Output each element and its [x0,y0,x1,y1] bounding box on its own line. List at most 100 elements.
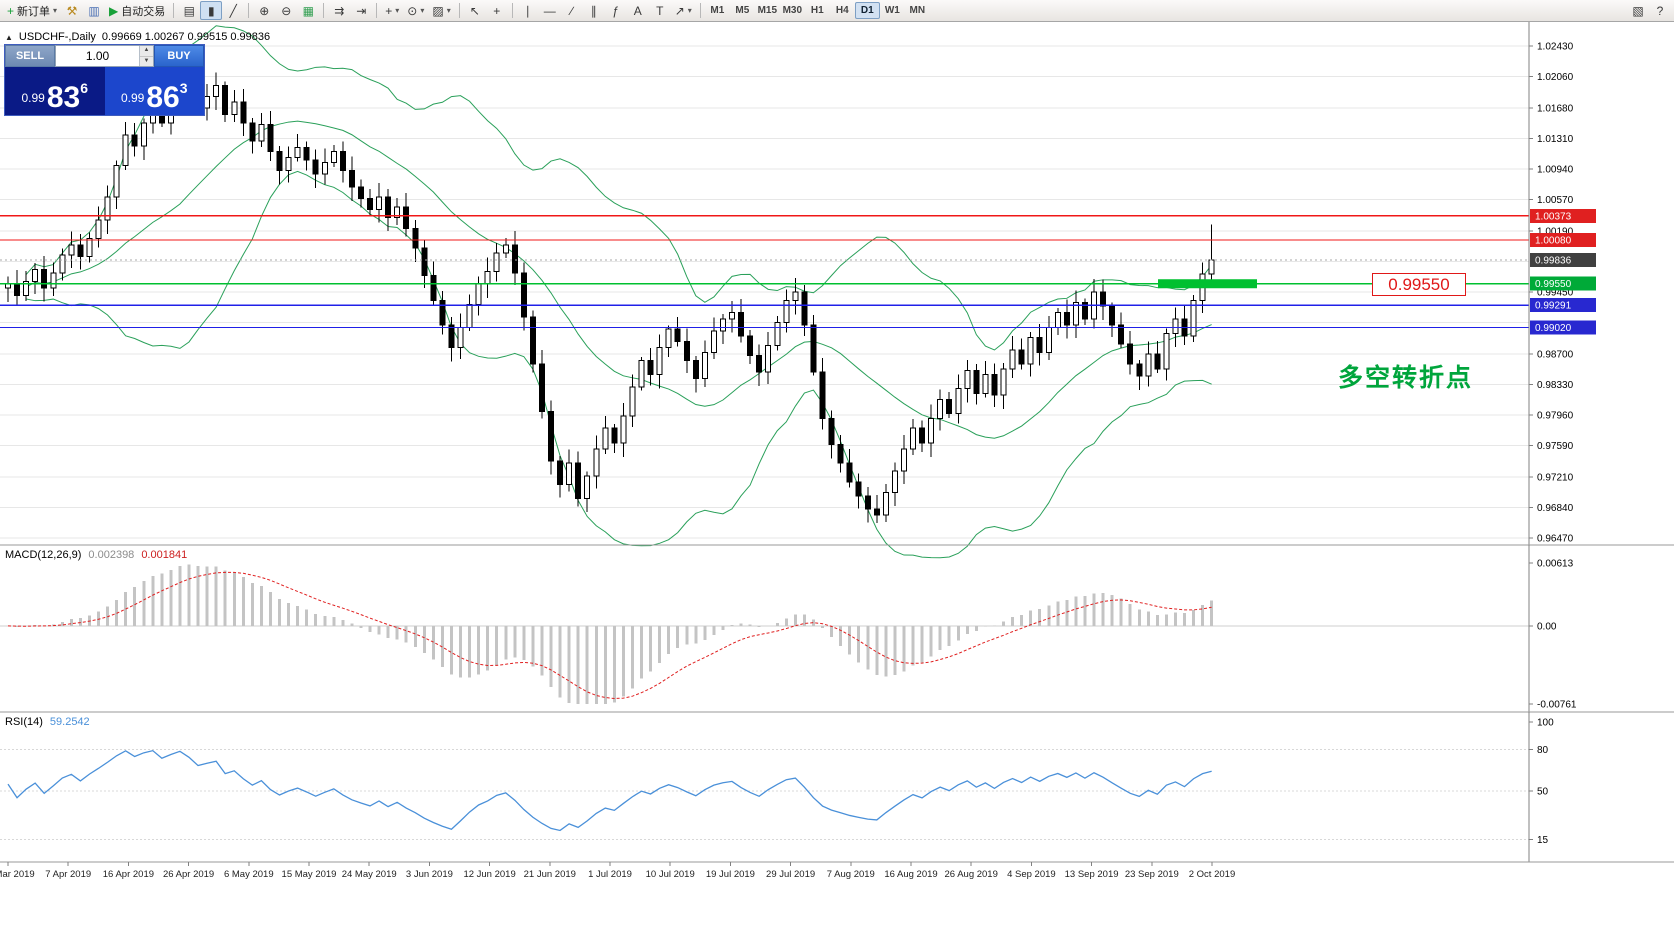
timeframe-W1[interactable]: W1 [884,5,900,16]
chart-profile-button[interactable]: ▧ [1627,1,1649,20]
svg-text:1.00373: 1.00373 [1535,211,1572,222]
svg-text:0.97590: 0.97590 [1537,441,1574,452]
new-order-icon: + [7,3,15,18]
toolbar-separator [699,3,701,18]
svg-text:0.99550: 0.99550 [1535,279,1572,290]
label-icon: T [656,3,664,18]
toolbar-separator [376,3,378,18]
line-chart-button[interactable]: ╱ [222,1,244,20]
bb-lower [26,170,1212,559]
bb-middle [25,120,1212,439]
svg-text:7 Aug 2019: 7 Aug 2019 [827,869,875,880]
timeframe-M15[interactable]: M15 [757,5,778,16]
trendline-button[interactable]: ∕ [561,1,583,20]
auto-scroll-button[interactable]: ⇉ [328,1,350,20]
macd-pane: 0.00613 0.00 -0.00761 [0,545,1577,712]
tile-windows-button[interactable]: ▦ [297,1,319,20]
dropdown-caret-icon: ▾ [446,6,451,15]
vertical-line-button[interactable]: ∣ [517,1,539,20]
main-grid [0,45,1529,539]
horizontal-line-button[interactable]: ― [539,1,561,20]
zoom-in-button[interactable]: ⊕ [253,1,275,20]
timeframe-H1[interactable]: H1 [810,5,824,16]
highlight-bar[interactable] [1158,279,1257,289]
rsi-pane: 100 80 50 15 [0,712,1554,862]
volume-stepper[interactable]: ▲ ▼ [55,45,154,67]
svg-text:2 Oct 2019: 2 Oct 2019 [1189,869,1235,880]
help-search-icon: ? [1656,3,1664,18]
svg-text:3 Jun 2019: 3 Jun 2019 [406,869,453,880]
sell-price-pip: 6 [80,80,89,96]
bar-chart-button[interactable]: ▤ [178,1,200,20]
svg-text:4 Sep 2019: 4 Sep 2019 [1007,869,1056,880]
svg-text:-0.00761: -0.00761 [1537,699,1577,710]
new-order-button-label: 新订单 [17,5,51,18]
label-button[interactable]: T [649,1,671,20]
dropdown-caret-icon: ▾ [53,6,58,15]
buy-price-display[interactable]: 0.99 86 3 [104,67,204,115]
timeframe-M30[interactable]: M30 [782,5,803,16]
svg-text:1.02060: 1.02060 [1537,72,1574,83]
svg-text:1.00570: 1.00570 [1537,195,1574,206]
metaeditor-button[interactable]: ⚒ [61,1,83,20]
autotrading-button-label: 自动交易 [121,5,166,18]
toolbar-separator [248,3,250,18]
text-button[interactable]: A [627,1,649,20]
autotrading-icon: ▶ [109,3,119,18]
timeframe-D1[interactable]: D1 [854,2,880,19]
candlestick-chart-button[interactable]: ▮ [200,1,223,20]
svg-text:0.99020: 0.99020 [1535,323,1572,334]
help-search-button[interactable]: ? [1649,1,1671,20]
zoom-in-icon: ⊕ [259,3,270,18]
periods-button[interactable]: ⊙ ▾ [403,1,428,20]
svg-text:0.96470: 0.96470 [1537,533,1574,544]
chart-shift-button[interactable]: ⇥ [350,1,372,20]
price-chart-canvas[interactable]: 1.02430 1.02060 1.01680 1.01310 1.00940 1.005… [0,22,1674,946]
tile-windows-icon: ▦ [302,3,314,18]
price-annotation-box[interactable]: 0.99550 [1372,273,1466,296]
svg-text:0.96840: 0.96840 [1537,503,1574,514]
timeframe-M5[interactable]: M5 [735,5,750,16]
price-axis: 1.02430 1.02060 1.01680 1.01310 1.00940 1.005… [1528,22,1574,862]
arrows-button[interactable]: ↗ ▾ [671,1,696,20]
timeframe-M1[interactable]: M1 [710,5,725,16]
volume-up-button[interactable]: ▲ [140,46,153,57]
autotrading-button[interactable]: ▶ 自动交易 [105,1,169,20]
horizontal-line-objects [0,215,1529,329]
zoom-out-button[interactable]: ⊖ [275,1,297,20]
metaeditor-icon: ⚒ [66,3,78,18]
toolbar-separator [511,3,513,18]
timeframe-MN[interactable]: MN [909,5,926,16]
cursor-button[interactable]: ↖ [464,1,486,20]
svg-text:0.00613: 0.00613 [1537,559,1574,570]
sell-button[interactable]: SELL [5,45,55,67]
chart-window[interactable]: 1.02430 1.02060 1.01680 1.01310 1.00940 1.005… [0,22,1674,946]
price-axis-markers: 1.00373 1.00080 0.99550 0.99291 0.99020 0.998… [1530,208,1596,335]
svg-text:0.99291: 0.99291 [1535,301,1572,312]
svg-text:16 Apr 2019: 16 Apr 2019 [103,869,154,880]
candlestick-chart-icon: ▮ [207,3,215,18]
templates-button[interactable]: ▨ ▾ [428,1,454,20]
channel-icon: ∥ [590,3,597,18]
indicators-button[interactable]: + ▾ [381,1,403,20]
channel-button[interactable]: ∥ [583,1,605,20]
svg-text:1.02430: 1.02430 [1537,42,1574,53]
market-watch-button[interactable]: ▥ [83,1,105,20]
chart-quote-values: 0.99669 1.00267 0.99515 0.99836 [101,31,271,43]
trendline-icon: ∕ [570,3,573,18]
new-order-button[interactable]: + 新订单 ▾ [3,1,61,20]
svg-text:1.01680: 1.01680 [1537,103,1574,114]
bb-upper [25,25,1213,351]
crosshair-button[interactable]: + [486,1,508,20]
svg-text:29 Jul 2019: 29 Jul 2019 [766,869,815,880]
timeframe-H4[interactable]: H4 [835,5,849,16]
volume-input[interactable] [56,46,139,66]
rsi-title: RSI(14) [5,716,43,728]
svg-text:7 Apr 2019: 7 Apr 2019 [45,869,91,880]
svg-text:0.98700: 0.98700 [1537,349,1574,360]
volume-down-button[interactable]: ▼ [140,56,153,66]
sell-price-display[interactable]: 0.99 83 6 [5,67,105,115]
buy-button[interactable]: BUY [154,45,204,67]
fibonacci-button[interactable]: ƒ [605,1,627,20]
chart-symbol-label: USDCHF-,Daily [18,31,96,43]
